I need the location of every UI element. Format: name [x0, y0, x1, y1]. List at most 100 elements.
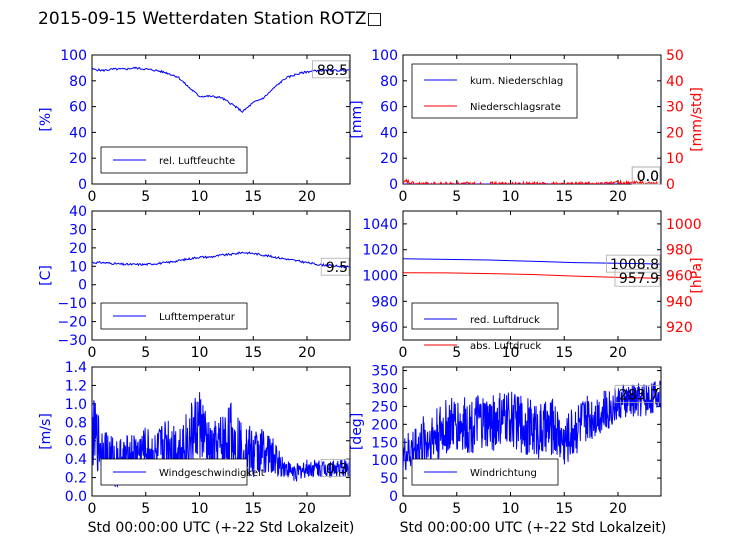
pressure-y-tick-label: 980 — [371, 294, 398, 310]
wind-direction-x-tick-label: 15 — [555, 501, 573, 517]
panel-temperature: 0 5 10 15 20 −30 −20 −10 0 10 20 30 40 [C] Lufttempera… — [38, 204, 351, 361]
wind-speed-x-tick-label: 20 — [298, 501, 316, 517]
wind-speed-value-label-box — [320, 458, 350, 477]
humidity-value-label-1: 88.5 — [317, 63, 348, 79]
humidity-y-tick-label: 60 — [69, 100, 87, 116]
pressure-x-tick-label: 20 — [609, 345, 627, 361]
wind-direction-series-line-1 — [403, 380, 661, 473]
pressure-plot-area — [403, 258, 661, 279]
wind-speed-plot-area — [92, 392, 350, 488]
pressure-y2-tick-label: 940 — [666, 294, 693, 310]
wind-speed-series-line-1 — [92, 392, 350, 488]
wind-speed-x-tick-label: 15 — [244, 501, 262, 517]
precipitation-x-tick-label: 10 — [502, 189, 520, 205]
precipitation-x-tick-label: 20 — [609, 189, 627, 205]
precipitation-y-tick-label: 0 — [389, 177, 398, 193]
humidity-plot-area — [92, 66, 350, 113]
wind-speed-y-tick-label: 0.6 — [65, 434, 87, 450]
temperature-y-tick-label: −30 — [57, 333, 87, 349]
wind-direction-y-tick-label: 350 — [371, 364, 398, 380]
precipitation-y2-tick-label: 50 — [666, 48, 684, 64]
precipitation-legend: kum. Niederschlag Niederschlagsrate — [411, 63, 578, 119]
pressure-x-tick-label: 5 — [452, 345, 461, 361]
humidity-y-tick-label: 0 — [78, 177, 87, 193]
temperature-plot-area — [92, 251, 350, 269]
wind-direction-y-tick-label: 250 — [371, 399, 398, 415]
wind-direction-x-tick-label: 10 — [502, 501, 520, 517]
wind-speed-x-tick-label: 0 — [88, 501, 97, 517]
wind-direction-y-axis-label: [deg] — [349, 413, 365, 450]
precipitation-plot-area — [403, 178, 661, 184]
temperature-y-tick-label: 0 — [78, 278, 87, 294]
precipitation-value-label-box — [631, 166, 661, 185]
temperature-value-label-1: 9.5 — [326, 260, 348, 276]
wind-direction-plot-area — [403, 380, 661, 473]
precipitation-y2-tick-label: 40 — [666, 74, 684, 90]
wind-direction-y-tick-label: 300 — [371, 382, 398, 398]
temperature-legend: Lufttemperatur — [100, 302, 248, 330]
temperature-x-tick-label: 15 — [244, 345, 262, 361]
wind-speed-legend: Windgeschwindigkeit — [100, 458, 265, 486]
pressure-x-tick-label: 15 — [555, 345, 573, 361]
precipitation-legend-box — [411, 63, 578, 119]
panel-wind-direction: 0 5 10 15 20050100150200250300350[deg]Windri… — [349, 364, 662, 517]
precipitation-legend-label-1: kum. Niederschlag — [470, 76, 563, 87]
pressure-y-tick-label: 1040 — [362, 217, 398, 233]
temperature-y-tick-label: 30 — [69, 222, 87, 238]
pressure-value-label-2: 957.9 — [619, 271, 659, 287]
pressure-value-label-box — [606, 254, 661, 273]
panel-humidity: 0 5 10 15 20 0 20 40 60 80 100 [%] rel. Luftfeuchte 8… — [38, 48, 351, 205]
pressure-y-tick-label: 960 — [371, 320, 398, 336]
humidity-x-tick-label: 5 — [141, 189, 150, 205]
temperature-legend-label-1: Lufttemperatur — [159, 312, 236, 323]
wind-speed-x-tick-label: 10 — [191, 501, 209, 517]
humidity-value-label-box — [312, 60, 350, 79]
temperature-y-axis-label: [C] — [38, 265, 54, 286]
wind-direction-value-label-box — [614, 384, 661, 403]
precipitation-x-tick-label: 5 — [452, 189, 461, 205]
pressure-y2-tick-label: 980 — [666, 243, 693, 259]
wind-direction-y-tick-label: 100 — [371, 453, 398, 469]
wind-direction-x-tick-label: 0 — [399, 501, 408, 517]
wind-speed-y-tick-label: 0.8 — [65, 415, 87, 431]
humidity-legend-label-1: rel. Luftfeuchte — [159, 156, 235, 167]
precipitation-x-tick-label: 15 — [555, 189, 573, 205]
precipitation-y2-tick-label: 20 — [666, 125, 684, 141]
wind-direction-x-tick-label: 20 — [609, 501, 627, 517]
panel-wind-speed: 0 5 10 15 20 0.0 0.2 0.4 0.6 0.8 1.0 1.2 1.4 [m/s] Win… — [38, 360, 351, 517]
temperature-y-tick-label: 20 — [69, 241, 87, 257]
temperature-series-line-1 — [92, 251, 350, 269]
humidity-series-line-1 — [92, 66, 350, 113]
temperature-x-tick-label: 20 — [298, 345, 316, 361]
pressure-y-tick-label: 1020 — [362, 243, 398, 259]
humidity-x-tick-label: 20 — [298, 189, 316, 205]
pressure-x-tick-label: 10 — [502, 345, 520, 361]
precipitation-legend-label-2: Niederschlagsrate — [470, 102, 561, 113]
humidity-y-tick-label: 40 — [69, 125, 87, 141]
temperature-y-tick-label: −10 — [57, 296, 87, 312]
wind-speed-y-tick-label: 1.0 — [65, 397, 87, 413]
pressure-x-tick-label: 0 — [399, 345, 408, 361]
wind-speed-y-tick-label: 1.2 — [65, 378, 87, 394]
temperature-x-tick-label: 5 — [141, 345, 150, 361]
wind-speed-y-tick-label: 0.2 — [65, 471, 87, 487]
pressure-legend-label-1: red. Luftdruck — [470, 315, 540, 326]
humidity-x-tick-label: 0 — [88, 189, 97, 205]
pressure-y2-axis-label: [hPa] — [689, 257, 705, 293]
wind-direction-y-tick-label: 0 — [389, 489, 398, 505]
wind-direction-y-tick-label: 50 — [380, 471, 398, 487]
chart-title: 2015-09-15 Wetterdaten Station ROTZ□ — [38, 9, 383, 29]
pressure-legend-label-2: abs. Luftdruck — [470, 341, 541, 352]
temperature-value-label-box — [320, 257, 350, 276]
temperature-x-tick-label: 0 — [88, 345, 97, 361]
precipitation-series-line-2 — [403, 178, 661, 184]
wind-speed-value-label-1: 0.3 — [326, 461, 348, 477]
x-axis-label-right: Std 00:00:00 UTC (+-22 Std Lokalzeit) — [400, 520, 667, 536]
wind-direction-y-tick-label: 200 — [371, 417, 398, 433]
precipitation-y2-tick-label: 30 — [666, 100, 684, 116]
precipitation-y2-axis-label: [mm/std] — [689, 87, 705, 152]
humidity-y-tick-label: 20 — [69, 151, 87, 167]
pressure-y2-tick-label: 1000 — [666, 217, 702, 233]
pressure-y2-tick-label: 960 — [666, 269, 693, 285]
